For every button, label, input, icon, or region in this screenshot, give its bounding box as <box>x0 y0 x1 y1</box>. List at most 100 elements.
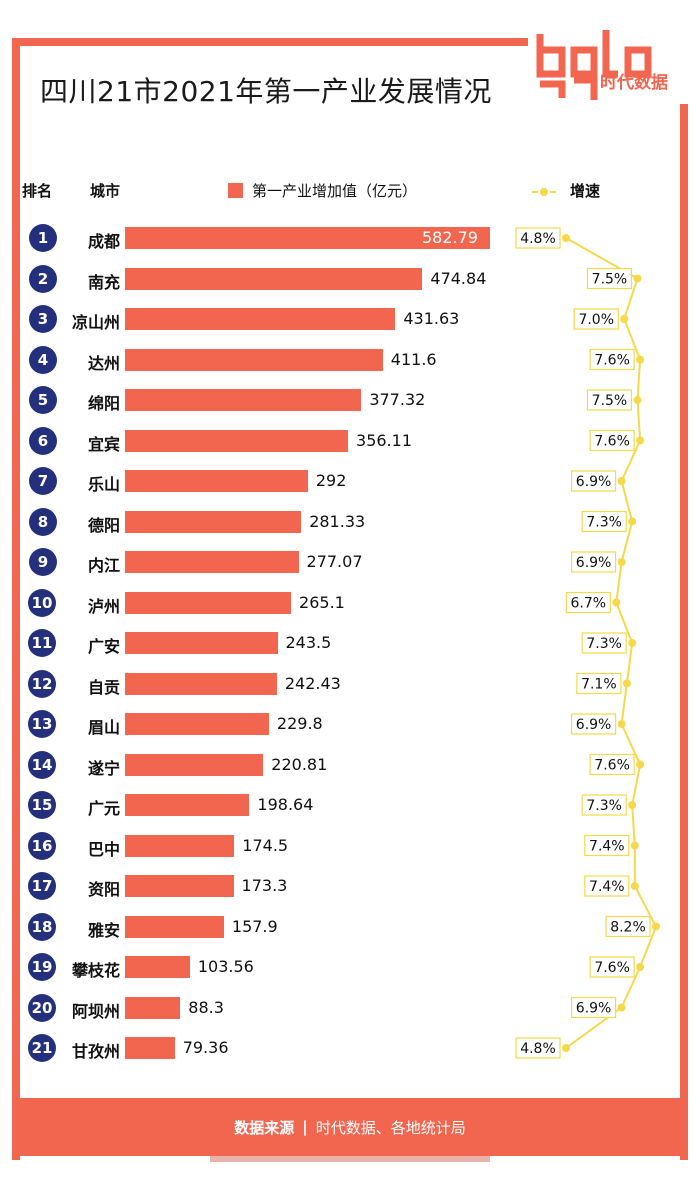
bar <box>125 429 349 452</box>
growth-label-box <box>605 915 651 938</box>
growth-point <box>628 517 637 526</box>
growth-value-label: 7.6% <box>594 353 630 369</box>
city-label: 乐山 <box>87 475 120 494</box>
bar <box>125 308 396 330</box>
growth-value-label: 6.9% <box>576 1001 612 1017</box>
city-label: 广元 <box>87 799 120 818</box>
frame-right <box>680 38 688 1160</box>
growth-point <box>652 922 660 931</box>
bar <box>125 956 190 978</box>
city-label: 自贡 <box>87 677 120 697</box>
growth-value-label: 7.4% <box>589 879 625 895</box>
growth-label-box <box>581 510 627 533</box>
city-label: 甘孜州 <box>71 1042 120 1061</box>
growth-point <box>636 436 645 445</box>
city-label: 广安 <box>87 637 120 656</box>
bar-value-label: 582.79 <box>422 228 478 247</box>
city-label: 眉山 <box>87 718 120 737</box>
growth-point <box>628 801 637 809</box>
bar-value-label: 277.07 <box>306 552 363 571</box>
growth-point <box>622 679 631 688</box>
growth-label-box <box>515 227 561 249</box>
rank-badge: 15 <box>28 791 56 819</box>
bar-value-label: 377.32 <box>369 390 426 409</box>
growth-point <box>617 720 626 728</box>
logo-text: 时代数据 <box>600 73 668 93</box>
growth-label-box <box>586 389 633 411</box>
growth-value-label: 4.8% <box>520 231 556 247</box>
city-label: 攀枝花 <box>71 961 120 980</box>
rank-badge: 9 <box>29 548 57 576</box>
rank-badge: 10 <box>28 588 56 617</box>
growth-label-box <box>576 672 622 695</box>
city-label: 内江 <box>87 556 120 575</box>
city-label: 雅安 <box>87 920 120 940</box>
rank-badge: 11 <box>28 629 56 657</box>
city-label: 达州 <box>87 353 120 373</box>
legend-bar-label: 第一产业增加值（亿元） <box>252 182 418 200</box>
bar <box>125 672 277 695</box>
growth-point <box>617 477 626 485</box>
growth-label-box <box>589 348 635 371</box>
rank-badge: 5 <box>29 386 57 414</box>
bar-value-label: 220.81 <box>271 754 328 774</box>
bar-value-label: 411.6 <box>390 349 437 369</box>
growth-label-box <box>581 632 627 654</box>
growth-value-label: 6.7% <box>571 596 607 612</box>
bar <box>125 348 383 371</box>
legend-line-dot <box>540 188 548 196</box>
rank-badge: 21 <box>28 1034 56 1062</box>
bar-value-label: 292 <box>315 471 347 490</box>
rank-badge: 18 <box>28 912 56 941</box>
growth-label-box <box>581 794 627 816</box>
city-label: 遂宁 <box>87 758 120 778</box>
growth-label-box <box>570 551 617 573</box>
growth-label-box <box>584 834 630 857</box>
growth-value-label: 7.0% <box>578 312 614 328</box>
growth-label-box <box>589 753 635 776</box>
bar-value-label: 198.64 <box>257 795 314 814</box>
growth-point <box>628 639 637 647</box>
growth-point <box>630 882 639 890</box>
growth-label-box <box>570 996 617 1019</box>
growth-value-label: 8.2% <box>610 920 646 936</box>
bar <box>125 996 181 1019</box>
growth-label-box <box>589 429 635 452</box>
growth-label-box <box>584 875 630 897</box>
bar <box>125 1037 175 1059</box>
bar-value-label: 474.84 <box>430 268 487 288</box>
growth-point <box>562 234 570 242</box>
rank-badge: 3 <box>29 305 57 333</box>
bar <box>125 713 269 735</box>
growth-value-label: 6.9% <box>576 555 612 571</box>
legend-line-dash <box>532 191 538 193</box>
growth-point <box>636 355 645 364</box>
bar-value-label: 243.5 <box>285 633 332 652</box>
bar-value-label: 265.1 <box>299 592 345 612</box>
growth-value-label: 4.8% <box>520 1041 556 1057</box>
city-label: 巴中 <box>87 839 120 859</box>
growth-value-label: 7.3% <box>586 798 622 814</box>
rank-badge: 16 <box>28 831 56 860</box>
growth-value-label: 7.5% <box>592 272 628 288</box>
bar <box>125 591 292 614</box>
rank-badge: 6 <box>29 426 57 455</box>
footer-separator: | <box>302 1118 308 1136</box>
growth-value-label: 7.5% <box>592 393 628 409</box>
rank-badge: 7 <box>29 467 57 495</box>
footer: 数据来源 | 时代数据、各地统计局 <box>12 1098 688 1156</box>
bar <box>125 227 490 249</box>
rank-badge: 1 <box>29 224 57 252</box>
city-label: 阿坝州 <box>71 1001 120 1021</box>
growth-value-label: 7.1% <box>581 677 617 693</box>
bar-value-label: 173.3 <box>241 876 288 895</box>
rank-badge: 2 <box>29 264 57 293</box>
growth-label-box <box>573 308 619 330</box>
footer-source: 时代数据、各地统计局 <box>315 1118 466 1137</box>
growth-value-label: 6.9% <box>576 717 612 733</box>
frame-top <box>12 38 688 46</box>
rank-badge: 8 <box>29 507 57 536</box>
growth-point <box>620 315 629 323</box>
growth-label-box <box>589 956 635 978</box>
